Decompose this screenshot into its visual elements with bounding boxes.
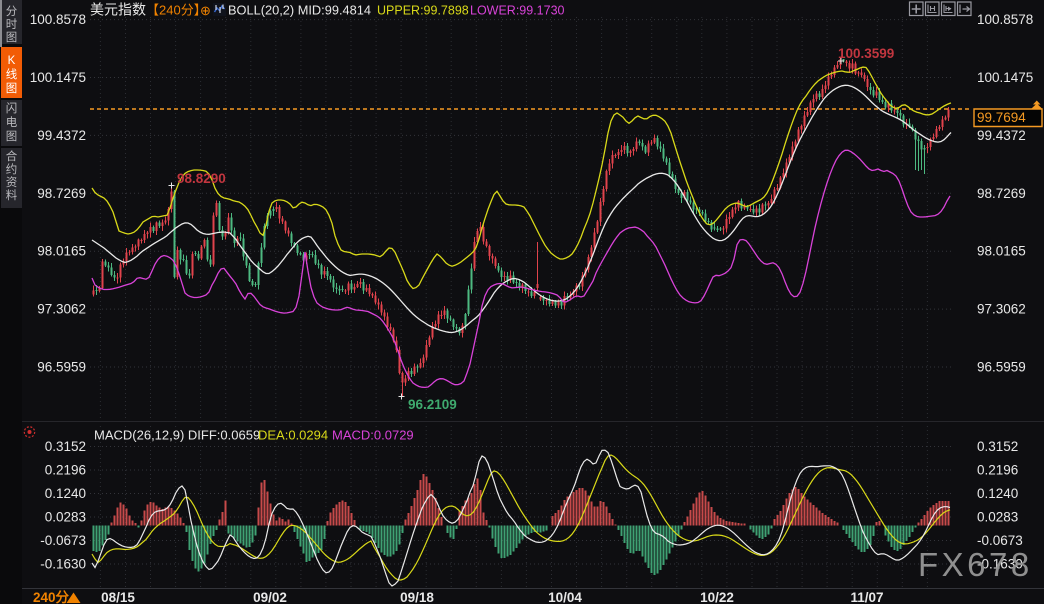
svg-text:LOWER:99.1730: LOWER:99.1730 bbox=[470, 4, 565, 18]
svg-text:08/15: 08/15 bbox=[101, 590, 135, 604]
svg-text:K: K bbox=[8, 55, 16, 67]
svg-text:-0.1630: -0.1630 bbox=[977, 557, 1023, 572]
svg-text:11/07: 11/07 bbox=[850, 590, 883, 604]
svg-text:98.0165: 98.0165 bbox=[977, 244, 1026, 259]
svg-text:DEA:0.0294: DEA:0.0294 bbox=[258, 428, 328, 443]
svg-text:MACD(26,12,9) DIFF:0.0659: MACD(26,12,9) DIFF:0.0659 bbox=[94, 428, 260, 443]
svg-text:合: 合 bbox=[6, 149, 18, 163]
svg-text:MACD:0.0729: MACD:0.0729 bbox=[332, 428, 414, 443]
svg-text:UPPER:99.7898: UPPER:99.7898 bbox=[377, 4, 469, 18]
svg-text:10/22: 10/22 bbox=[700, 590, 734, 604]
svg-text:98.0165: 98.0165 bbox=[37, 244, 86, 259]
svg-text:美元指数: 美元指数 bbox=[90, 2, 146, 18]
svg-text:分: 分 bbox=[6, 5, 18, 18]
svg-text:0.2196: 0.2196 bbox=[45, 463, 86, 478]
svg-text:99.4372: 99.4372 bbox=[37, 128, 86, 143]
svg-text:图: 图 bbox=[6, 31, 18, 44]
svg-text:09/02: 09/02 bbox=[253, 590, 287, 604]
svg-text:⊕: ⊕ bbox=[200, 3, 211, 18]
svg-text:0.0283: 0.0283 bbox=[45, 510, 86, 525]
svg-text:闪: 闪 bbox=[6, 101, 18, 115]
svg-text:FX678: FX678 bbox=[918, 546, 1033, 583]
svg-text:线: 线 bbox=[6, 67, 18, 81]
svg-text:图: 图 bbox=[6, 130, 18, 143]
svg-text:资: 资 bbox=[6, 176, 18, 189]
svg-text:97.3062: 97.3062 bbox=[37, 302, 86, 317]
svg-text:0.0283: 0.0283 bbox=[977, 510, 1018, 525]
svg-text:0.3152: 0.3152 bbox=[45, 439, 86, 454]
svg-text:0.1240: 0.1240 bbox=[45, 486, 86, 501]
svg-text:-0.0673: -0.0673 bbox=[40, 533, 86, 548]
svg-text:100.1475: 100.1475 bbox=[30, 70, 86, 85]
svg-text:约: 约 bbox=[6, 162, 18, 176]
svg-text:图: 图 bbox=[6, 82, 18, 95]
svg-text:【240分】: 【240分】 bbox=[146, 3, 207, 18]
svg-text:0.3152: 0.3152 bbox=[977, 439, 1018, 454]
svg-text:96.5959: 96.5959 bbox=[37, 360, 86, 375]
svg-text:-0.1630: -0.1630 bbox=[40, 557, 86, 572]
svg-text:BOLL(20,2) MID:99.4814: BOLL(20,2) MID:99.4814 bbox=[228, 3, 371, 18]
svg-text:96.5959: 96.5959 bbox=[977, 360, 1026, 375]
svg-text:99.7694: 99.7694 bbox=[977, 110, 1026, 125]
svg-text:99.4372: 99.4372 bbox=[977, 128, 1026, 143]
svg-text:100.3599: 100.3599 bbox=[838, 46, 894, 61]
svg-text:98.8290: 98.8290 bbox=[177, 171, 226, 186]
svg-text:97.3062: 97.3062 bbox=[977, 302, 1026, 317]
svg-text:96.2109: 96.2109 bbox=[408, 397, 457, 412]
svg-text:0.2196: 0.2196 bbox=[977, 463, 1018, 478]
svg-text:料: 料 bbox=[6, 188, 18, 202]
svg-text:100.1475: 100.1475 bbox=[977, 70, 1033, 85]
svg-text:0.1240: 0.1240 bbox=[977, 486, 1018, 501]
svg-text:100.8578: 100.8578 bbox=[977, 12, 1033, 27]
svg-text:09/18: 09/18 bbox=[400, 590, 434, 604]
svg-text:98.7269: 98.7269 bbox=[977, 186, 1026, 201]
svg-text:电: 电 bbox=[6, 116, 18, 129]
svg-text:98.7269: 98.7269 bbox=[37, 186, 86, 201]
svg-text:时: 时 bbox=[6, 18, 18, 31]
svg-text:100.8578: 100.8578 bbox=[30, 12, 86, 27]
svg-text:240分: 240分 bbox=[33, 590, 70, 604]
svg-text:-0.0673: -0.0673 bbox=[977, 533, 1023, 548]
svg-text:10/04: 10/04 bbox=[548, 590, 582, 604]
